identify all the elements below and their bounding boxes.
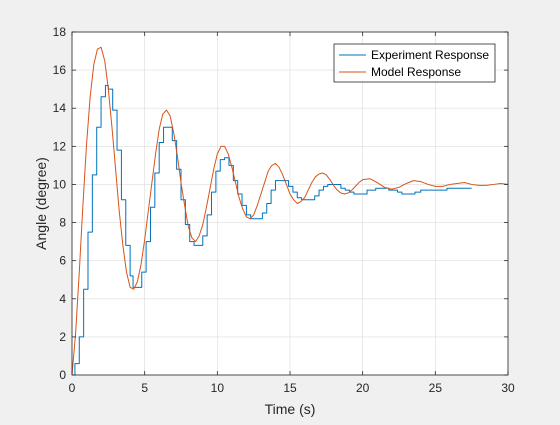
- y-axis-label: Angle (degree): [33, 157, 49, 250]
- x-tick-label: 25: [429, 381, 443, 395]
- legend: Experiment Response Model Response: [333, 43, 496, 83]
- y-tick-label: 14: [53, 101, 67, 115]
- legend-box: [333, 43, 496, 83]
- x-tick-label: 30: [501, 381, 515, 395]
- y-tick-label: 10: [53, 177, 67, 191]
- legend-label-experiment: Experiment Response: [371, 48, 489, 62]
- series-line-experiment: [72, 84, 472, 375]
- ticks: 0 5 10 15 20 25 30 0 2 4 6 8 10 12 14 16 18: [53, 25, 515, 395]
- legend-label-model: Model Response: [371, 65, 461, 79]
- x-tick-label: 20: [356, 381, 370, 395]
- series-line-model: [72, 46, 508, 375]
- x-tick-label: 0: [69, 381, 76, 395]
- y-tick-label: 8: [59, 216, 66, 230]
- x-tick-label: 15: [283, 381, 297, 395]
- y-tick-label: 4: [59, 292, 66, 306]
- x-tick-label: 10: [211, 381, 225, 395]
- y-tick-label: 12: [53, 139, 67, 153]
- x-axis-label: Time (s): [265, 401, 316, 417]
- series-layer: [72, 46, 508, 375]
- y-tick-label: 6: [59, 254, 66, 268]
- y-tick-label: 18: [53, 25, 67, 39]
- y-tick-label: 16: [53, 63, 67, 77]
- y-tick-label: 0: [59, 368, 66, 382]
- y-tick-label: 2: [59, 330, 66, 344]
- x-tick-label: 5: [141, 381, 148, 395]
